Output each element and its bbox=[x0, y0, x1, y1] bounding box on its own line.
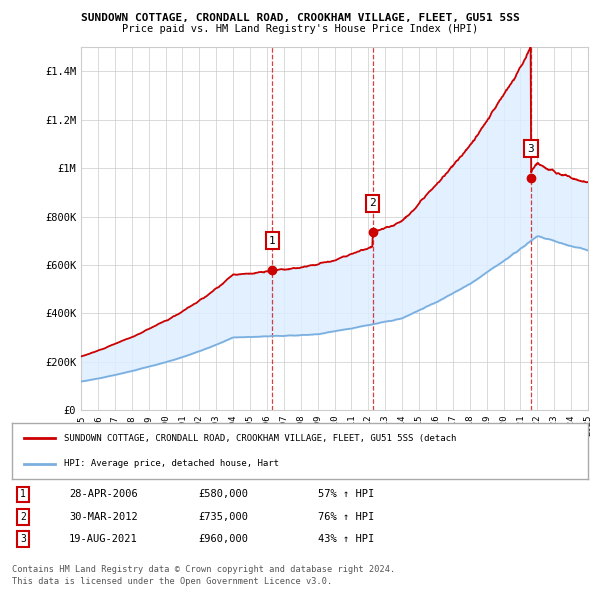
Text: 3: 3 bbox=[527, 144, 535, 154]
Text: SUNDOWN COTTAGE, CRONDALL ROAD, CROOKHAM VILLAGE, FLEET, GU51 5SS: SUNDOWN COTTAGE, CRONDALL ROAD, CROOKHAM… bbox=[80, 13, 520, 23]
Text: 57% ↑ HPI: 57% ↑ HPI bbox=[318, 490, 374, 499]
Text: £580,000: £580,000 bbox=[198, 490, 248, 499]
Text: 28-APR-2006: 28-APR-2006 bbox=[69, 490, 138, 499]
Text: 76% ↑ HPI: 76% ↑ HPI bbox=[318, 512, 374, 522]
Text: 1: 1 bbox=[269, 236, 275, 245]
Text: SUNDOWN COTTAGE, CRONDALL ROAD, CROOKHAM VILLAGE, FLEET, GU51 5SS (detach: SUNDOWN COTTAGE, CRONDALL ROAD, CROOKHAM… bbox=[64, 434, 456, 442]
Text: 19-AUG-2021: 19-AUG-2021 bbox=[69, 535, 138, 544]
Text: This data is licensed under the Open Government Licence v3.0.: This data is licensed under the Open Gov… bbox=[12, 577, 332, 586]
Text: Contains HM Land Registry data © Crown copyright and database right 2024.: Contains HM Land Registry data © Crown c… bbox=[12, 565, 395, 574]
Text: 43% ↑ HPI: 43% ↑ HPI bbox=[318, 535, 374, 544]
Text: 2: 2 bbox=[20, 512, 26, 522]
Text: 2: 2 bbox=[369, 198, 376, 208]
Text: £960,000: £960,000 bbox=[198, 535, 248, 544]
Text: 30-MAR-2012: 30-MAR-2012 bbox=[69, 512, 138, 522]
Text: 3: 3 bbox=[20, 535, 26, 544]
Text: £735,000: £735,000 bbox=[198, 512, 248, 522]
Text: Price paid vs. HM Land Registry's House Price Index (HPI): Price paid vs. HM Land Registry's House … bbox=[122, 24, 478, 34]
Text: HPI: Average price, detached house, Hart: HPI: Average price, detached house, Hart bbox=[64, 460, 279, 468]
Text: 1: 1 bbox=[20, 490, 26, 499]
